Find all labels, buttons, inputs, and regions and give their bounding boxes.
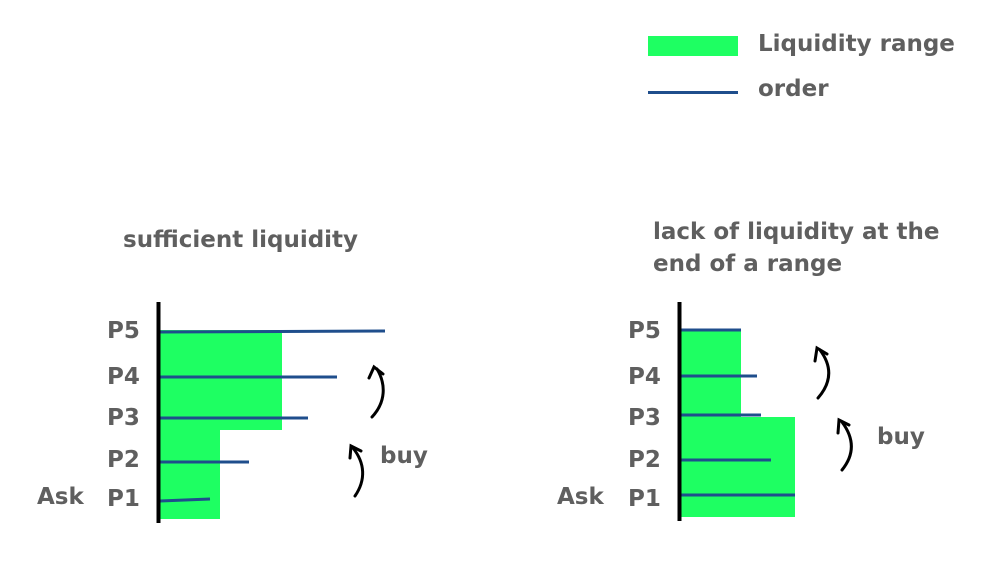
panel-2-arrow-upper bbox=[816, 348, 831, 400]
legend-liquidity-label: Liquidity range bbox=[758, 31, 955, 57]
panel-2-title-line-2: end of a range bbox=[653, 251, 843, 277]
panel-2-buy-arrows bbox=[813, 345, 853, 472]
panel-2-price-p1: P1 bbox=[628, 486, 661, 512]
panel-1-order-p5 bbox=[159, 329, 386, 334]
panel-2-arrow-lower bbox=[840, 420, 853, 472]
panel-1-buy-arrows bbox=[348, 364, 385, 498]
panel-2-price-p3: P3 bbox=[628, 405, 661, 431]
panel-2-liquidity bbox=[680, 330, 795, 517]
panel-1-order-p1 bbox=[159, 497, 211, 503]
panel-1-orders bbox=[159, 329, 386, 503]
panel-1-arrow-lower bbox=[351, 446, 365, 498]
panel-1-arrow-upper bbox=[370, 367, 385, 419]
panel-2-orders bbox=[680, 328, 795, 497]
panel-2-ask-label: Ask bbox=[557, 484, 604, 510]
panel-1-arrow-lower-head bbox=[348, 443, 363, 460]
panel-1-liquidity-lower bbox=[160, 430, 220, 519]
panel-2-arrow-upper-head bbox=[813, 345, 829, 363]
panel-1-liquidity bbox=[160, 330, 282, 519]
panel-2-liquidity-lower bbox=[680, 417, 795, 517]
panel-1-ask-label: Ask bbox=[37, 484, 84, 510]
panel-2-price-p2: P2 bbox=[628, 447, 661, 473]
panel-2-price-p5: P5 bbox=[628, 318, 661, 344]
panel-1-liquidity-upper bbox=[160, 330, 282, 430]
legend-order-swatch bbox=[648, 91, 738, 94]
panel-1-title: sufficient liquidity bbox=[123, 227, 359, 253]
legend-liquidity-swatch bbox=[648, 36, 738, 56]
legend-order-label: order bbox=[758, 76, 829, 102]
panel-2-liquidity-upper bbox=[680, 330, 741, 417]
panel-2-buy-label: buy bbox=[877, 424, 925, 450]
panel-1-price-p5: P5 bbox=[107, 318, 140, 344]
panel-2-price-p4: P4 bbox=[628, 364, 661, 390]
panel-1-price-p2: P2 bbox=[107, 447, 140, 473]
panel-1-price-p4: P4 bbox=[107, 364, 140, 390]
panel-2-arrow-lower-head bbox=[836, 417, 851, 435]
panel-1-price-p1: P1 bbox=[107, 486, 140, 512]
panel-1-price-p3: P3 bbox=[107, 405, 140, 431]
panel-2-title-line-1: lack of liquidity at the bbox=[653, 219, 940, 245]
panel-1-arrow-upper-head bbox=[367, 364, 385, 380]
panel-1-buy-label: buy bbox=[380, 443, 428, 469]
